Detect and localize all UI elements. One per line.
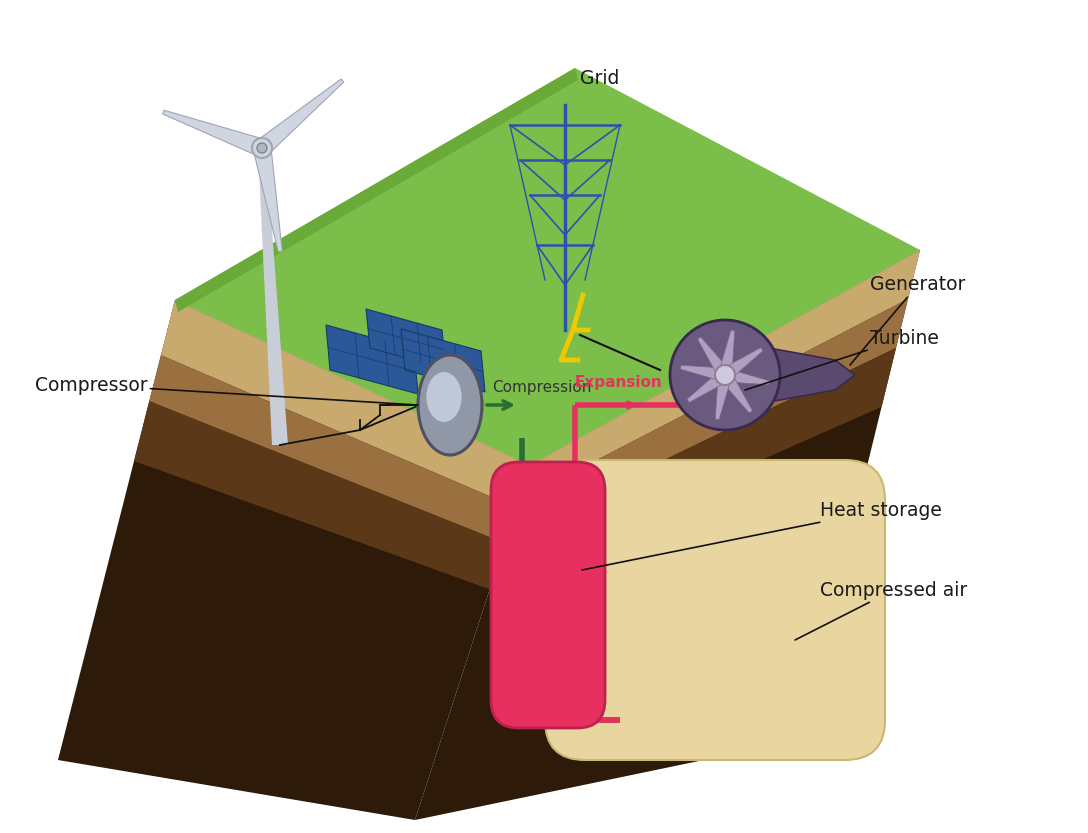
FancyBboxPatch shape xyxy=(491,462,605,728)
Polygon shape xyxy=(720,331,734,368)
Polygon shape xyxy=(493,348,897,579)
Polygon shape xyxy=(326,325,418,394)
FancyBboxPatch shape xyxy=(545,460,885,760)
Polygon shape xyxy=(161,300,530,507)
Circle shape xyxy=(670,320,780,430)
Polygon shape xyxy=(175,68,920,465)
Circle shape xyxy=(715,365,735,385)
Text: Turbine: Turbine xyxy=(745,328,939,390)
Polygon shape xyxy=(728,347,763,376)
Polygon shape xyxy=(149,355,516,543)
Text: Grid: Grid xyxy=(580,68,619,87)
Polygon shape xyxy=(258,148,288,445)
Polygon shape xyxy=(680,365,718,380)
Ellipse shape xyxy=(418,355,482,455)
Text: Compressor: Compressor xyxy=(35,376,418,405)
Polygon shape xyxy=(507,299,908,536)
Text: Compressed air: Compressed air xyxy=(795,581,967,640)
Polygon shape xyxy=(715,382,730,420)
Polygon shape xyxy=(254,147,282,252)
Polygon shape xyxy=(162,110,265,157)
Polygon shape xyxy=(732,371,769,385)
Polygon shape xyxy=(725,378,753,413)
Polygon shape xyxy=(256,79,344,155)
Text: Generator: Generator xyxy=(850,276,965,365)
Polygon shape xyxy=(519,250,920,501)
Ellipse shape xyxy=(426,372,461,422)
Polygon shape xyxy=(415,250,920,820)
Polygon shape xyxy=(687,375,722,402)
Text: Heat storage: Heat storage xyxy=(582,501,942,570)
Polygon shape xyxy=(725,340,855,410)
Polygon shape xyxy=(697,337,726,372)
Polygon shape xyxy=(175,68,578,312)
Polygon shape xyxy=(134,402,505,589)
Circle shape xyxy=(257,143,267,153)
Polygon shape xyxy=(58,300,530,820)
Polygon shape xyxy=(401,329,485,392)
Text: Expansion: Expansion xyxy=(574,375,663,390)
Text: Compression: Compression xyxy=(492,380,592,395)
Circle shape xyxy=(252,138,272,158)
Polygon shape xyxy=(366,309,446,369)
